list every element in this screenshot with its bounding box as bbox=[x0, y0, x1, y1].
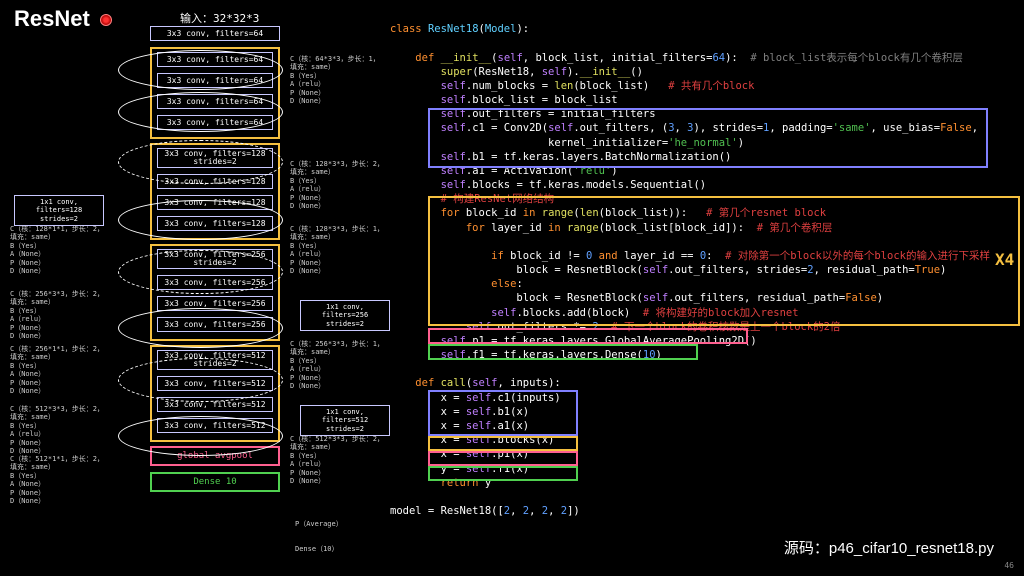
cbapd-note: C（核：256*1*1，步长：2， 填充：same） B（Yes） A（None… bbox=[10, 345, 104, 395]
layer: 3x3 conv, filters=64 bbox=[157, 115, 273, 130]
layer: 3x3 conv, filters=256 bbox=[157, 317, 273, 332]
cbapd-note: C（核：512*1*1，步长：2， 填充：same） B（Yes） A（None… bbox=[10, 455, 104, 505]
block-2: 3x3 conv, filters=128 strides=2 3x3 conv… bbox=[150, 143, 280, 240]
layer: 3x3 conv, filters=128 bbox=[157, 216, 273, 231]
global-avgpool: global avgpool bbox=[150, 446, 280, 466]
layer: 3x3 conv, filters=512 bbox=[157, 376, 273, 391]
layer: 3x3 conv, filters=64 bbox=[157, 73, 273, 88]
pool-note: P（Average） bbox=[295, 520, 343, 528]
head-conv: 3x3 conv, filters=64 bbox=[150, 26, 280, 41]
layer: 3x3 conv, filters=128 bbox=[157, 174, 273, 189]
dense-output: Dense 10 bbox=[150, 472, 280, 492]
cbapd-note: C（核：128*3*3，步长：1， 填充：same） B（Yes） A（relu… bbox=[290, 225, 384, 275]
layer: 3x3 conv, filters=256 bbox=[157, 296, 273, 311]
cbapd-note: C（核：64*3*3，步长：1， 填充：same） B（Yes） A（relu）… bbox=[290, 55, 380, 105]
x4-label: X4 bbox=[995, 250, 1014, 269]
cbapd-note: C（核：512*3*3，步长：2， 填充：same） B（Yes） A（relu… bbox=[290, 435, 384, 485]
layer: 3x3 conv, filters=512 bbox=[157, 418, 273, 433]
shortcut-conv-128: 1x1 conv, filters=128 strides=2 bbox=[14, 195, 104, 226]
cbapd-note: C（核：256*3*3，步长：2， 填充：same） B（Yes） A（relu… bbox=[10, 290, 104, 340]
code-block: class ResNet18(Model): def __init__(self… bbox=[390, 8, 1020, 518]
cbapd-note: C（核：128*3*3，步长：2， 填充：same） B（Yes） A（relu… bbox=[290, 160, 384, 210]
layer: 3x3 conv, filters=512 bbox=[157, 397, 273, 412]
dense-note: Dense（10） bbox=[295, 545, 339, 553]
cbapd-note: C（核：128*1*1，步长：2， 填充：same） B（Yes） A（None… bbox=[10, 225, 104, 275]
block-1: 3x3 conv, filters=64 3x3 conv, filters=6… bbox=[150, 47, 280, 139]
layer-flow: 3x3 conv, filters=64 3x3 conv, filters=6… bbox=[150, 26, 280, 492]
cbapd-note: C（核：256*3*3，步长：1， 填充：same） B（Yes） A（relu… bbox=[290, 340, 384, 390]
layer: 3x3 conv, filters=64 bbox=[157, 94, 273, 109]
architecture-diagram: 输入：32*32*3 3x3 conv, filters=64 3x3 conv… bbox=[0, 0, 380, 576]
block-3: 3x3 conv, filters=256 strides=2 3x3 conv… bbox=[150, 244, 280, 341]
cbapd-note: C（核：512*3*3，步长：2， 填充：same） B（Yes） A（relu… bbox=[10, 405, 104, 455]
layer: 3x3 conv, filters=128 strides=2 bbox=[157, 148, 273, 168]
input-shape-label: 输入：32*32*3 bbox=[180, 10, 259, 26]
block-4: 3x3 conv, filters=512 strides=2 3x3 conv… bbox=[150, 345, 280, 442]
layer: 3x3 conv, filters=128 bbox=[157, 195, 273, 210]
layer: 3x3 conv, filters=64 bbox=[157, 52, 273, 67]
layer: 3x3 conv, filters=256 strides=2 bbox=[157, 249, 273, 269]
layer: 3x3 conv, filters=256 bbox=[157, 275, 273, 290]
source-file-label: 源码：p46_cifar10_resnet18.py bbox=[784, 537, 994, 558]
shortcut-conv-256: 1x1 conv, filters=256 strides=2 bbox=[300, 300, 390, 331]
layer: 3x3 conv, filters=512 strides=2 bbox=[157, 350, 273, 370]
page-number: 46 bbox=[1004, 561, 1014, 570]
shortcut-conv-512: 1x1 conv, filters=512 strides=2 bbox=[300, 405, 390, 436]
